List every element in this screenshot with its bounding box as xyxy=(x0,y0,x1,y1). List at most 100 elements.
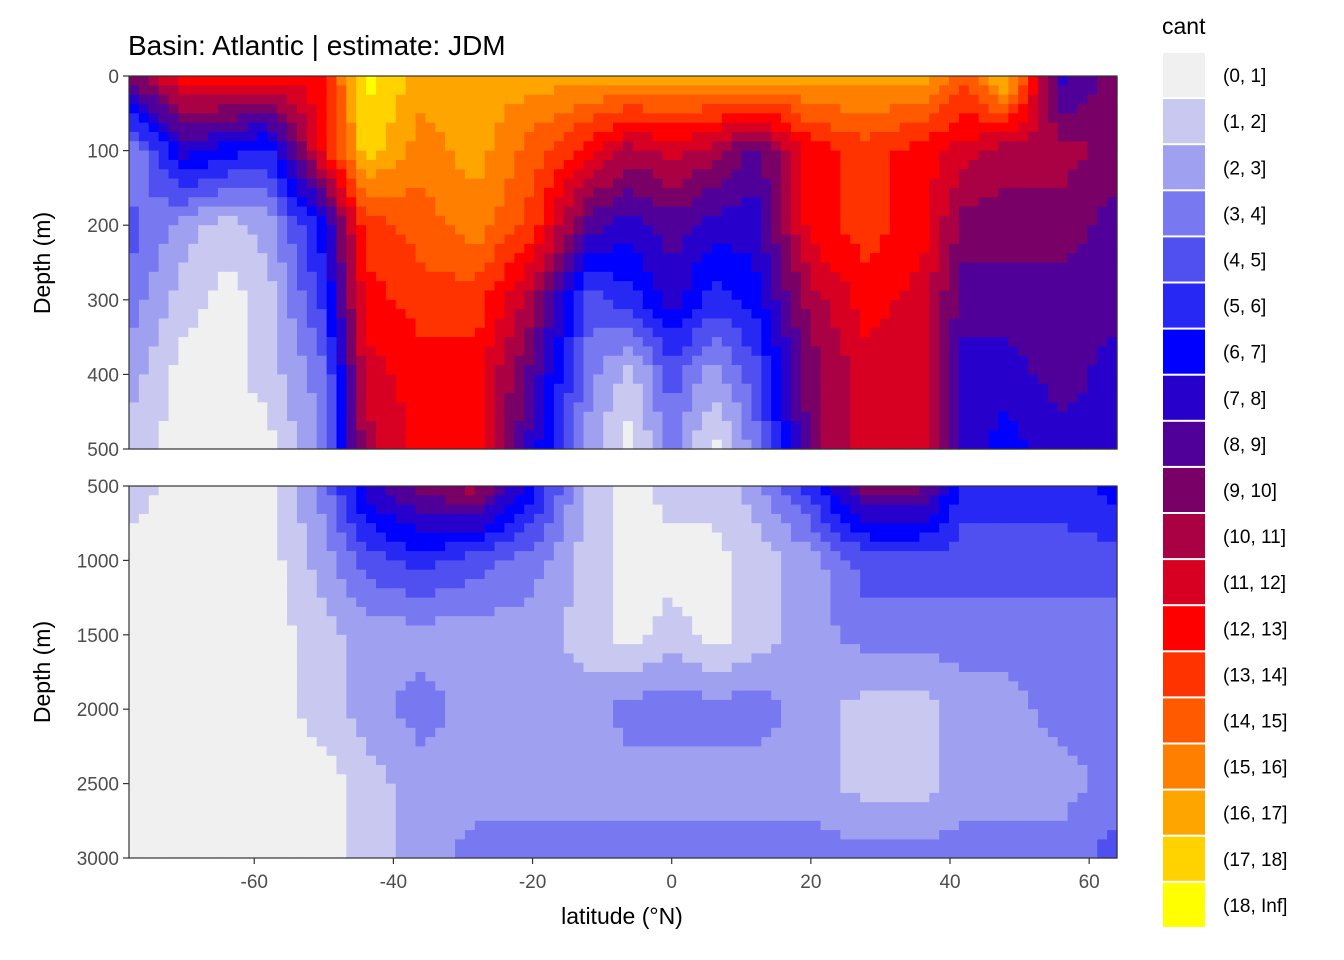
lower-contour-cell xyxy=(929,495,940,506)
lower-contour-cell xyxy=(1087,560,1098,571)
upper-contour-cell xyxy=(968,281,980,292)
upper-contour-cell xyxy=(326,271,338,282)
lower-contour-cell xyxy=(731,504,743,515)
upper-contour-cell xyxy=(761,290,772,301)
lower-contour-cell xyxy=(415,551,426,561)
upper-contour-cell xyxy=(632,309,644,320)
upper-contour-cell xyxy=(445,122,456,133)
upper-contour-cell xyxy=(534,187,545,198)
upper-contour-cell xyxy=(198,253,209,264)
upper-contour-cell xyxy=(623,159,634,170)
lower-contour-cell xyxy=(129,504,140,515)
upper-contour-cell xyxy=(919,430,930,441)
upper-contour-cell xyxy=(652,141,664,152)
upper-contour-cell xyxy=(800,187,812,198)
lower-contour-cell xyxy=(474,495,486,506)
upper-contour-cell xyxy=(998,346,1009,357)
upper-contour-cell xyxy=(227,327,239,338)
upper-contour-cell xyxy=(968,383,980,394)
lower-contour-cell xyxy=(899,560,911,571)
lower-contour-cell xyxy=(563,504,575,515)
upper-contour-cell xyxy=(642,383,654,394)
upper-contour-cell xyxy=(830,430,841,441)
lower-contour-cell xyxy=(840,523,851,534)
lower-contour-cell xyxy=(721,523,733,534)
upper-contour-cell xyxy=(277,131,288,142)
upper-contour-cell xyxy=(939,243,950,254)
upper-contour-cell xyxy=(504,131,515,142)
upper-contour-cell xyxy=(168,383,179,394)
lower-contour-cell xyxy=(1107,532,1118,543)
upper-contour-cell xyxy=(366,103,377,114)
upper-contour-cell xyxy=(356,439,367,450)
lower-contour-cell xyxy=(1028,523,1039,534)
upper-contour-cell xyxy=(840,113,851,124)
upper-contour-cell xyxy=(1097,290,1108,301)
lower-contour-cell xyxy=(1087,504,1098,515)
lower-contour-cell xyxy=(603,504,614,515)
lower-contour-cell xyxy=(415,560,426,571)
upper-contour-cell xyxy=(642,281,654,292)
upper-contour-cell xyxy=(445,197,456,208)
upper-contour-cell xyxy=(227,318,239,329)
lower-contour-cell xyxy=(958,513,970,524)
upper-contour-cell xyxy=(1028,299,1039,310)
lower-contour-cell xyxy=(336,569,347,580)
upper-contour-cell xyxy=(247,271,259,282)
upper-contour-cell xyxy=(958,430,970,441)
lower-contour-cell xyxy=(978,486,990,496)
upper-contour-cell xyxy=(316,299,328,310)
upper-contour-cell xyxy=(395,197,407,208)
upper-contour-cell xyxy=(553,159,565,170)
upper-contour-cell xyxy=(356,309,367,320)
upper-contour-cell xyxy=(929,215,940,226)
upper-contour-cell xyxy=(1087,346,1098,357)
lower-contour-cell xyxy=(751,495,762,506)
lower-contour-cell xyxy=(988,523,1000,534)
upper-contour-cell xyxy=(395,215,407,226)
upper-contour-cell xyxy=(800,215,812,226)
lower-contour-cell xyxy=(366,495,377,506)
upper-contour-cell xyxy=(385,281,397,292)
lower-contour-cell xyxy=(711,551,723,561)
upper-contour-cell xyxy=(1047,365,1059,375)
lower-contour-cell xyxy=(376,523,387,534)
lower-contour-cell xyxy=(879,569,891,580)
upper-contour-cell xyxy=(267,430,278,441)
upper-contour-cell xyxy=(1077,178,1088,189)
upper-contour-cell xyxy=(464,290,476,301)
upper-contour-cell xyxy=(929,178,940,189)
upper-contour-cell xyxy=(909,393,920,403)
lower-contour-cell xyxy=(563,513,575,524)
lower-contour-cell xyxy=(662,495,673,506)
lower-contour-cell xyxy=(138,504,150,515)
upper-contour-cell xyxy=(287,327,298,338)
upper-contour-cell xyxy=(1057,159,1069,170)
upper-contour-cell xyxy=(968,243,980,254)
upper-contour-cell xyxy=(1018,150,1029,161)
upper-contour-cell xyxy=(267,355,278,366)
upper-contour-cell xyxy=(949,374,960,385)
lower-contour-cell xyxy=(435,523,446,534)
upper-contour-cell xyxy=(721,318,733,329)
upper-contour-cell xyxy=(1107,411,1118,422)
upper-contour-cell xyxy=(1067,225,1079,236)
lower-contour-cell xyxy=(1107,541,1118,552)
upper-contour-cell xyxy=(988,365,1000,375)
lower-contour-cell xyxy=(494,541,506,552)
lower-contour-cell xyxy=(356,504,367,515)
lower-contour-cell xyxy=(583,532,594,543)
upper-contour-cell xyxy=(326,253,338,264)
upper-contour-cell xyxy=(217,355,229,366)
upper-contour-cell xyxy=(534,243,545,254)
upper-contour-cell xyxy=(425,337,436,348)
upper-contour-cell xyxy=(1008,76,1019,86)
lower-contour-cell xyxy=(247,532,259,543)
upper-contour-cell xyxy=(524,103,535,114)
upper-contour-cell xyxy=(208,234,219,245)
upper-contour-cell xyxy=(702,439,713,450)
upper-contour-cell xyxy=(919,197,930,208)
upper-contour-cell xyxy=(583,346,594,357)
upper-contour-cell xyxy=(731,271,743,282)
